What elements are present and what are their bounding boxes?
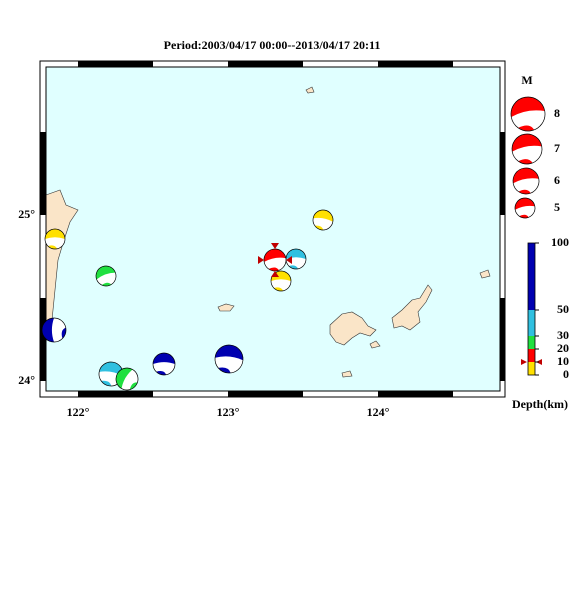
ball-edge — [115, 367, 139, 391]
ball-edge — [263, 248, 287, 272]
ball-lobe — [42, 318, 66, 342]
depth-tick-label: 100 — [551, 235, 569, 249]
ball-edge — [152, 352, 176, 376]
ball-edge — [41, 317, 67, 343]
ball-lobe — [513, 168, 539, 194]
legend-label: 8 — [554, 106, 560, 120]
lon-label: 124° — [367, 405, 390, 419]
ball-lobe — [45, 229, 65, 249]
lon-label: 122° — [67, 405, 90, 419]
depth-tick-label: 20 — [557, 341, 569, 355]
focal-mechanism — [510, 96, 546, 132]
ball-lobe — [215, 345, 243, 373]
ball-lobe — [116, 368, 138, 390]
frame-bars — [40, 61, 505, 397]
ball-edge — [214, 344, 244, 374]
legend-label: 5 — [554, 200, 560, 214]
lon-label: 123° — [217, 405, 240, 419]
legend-label: 7 — [554, 141, 560, 155]
focal-mechanism — [263, 248, 287, 272]
mechanisms — [41, 96, 546, 391]
ball-edge — [44, 228, 66, 250]
sea — [46, 67, 500, 391]
focal-mechanism — [95, 265, 117, 287]
focal-mechanism — [312, 209, 334, 231]
focal-mechanism — [511, 133, 543, 165]
focal-mechanism — [152, 352, 176, 376]
ball-lobe — [313, 210, 333, 230]
focal-mechanism — [44, 228, 66, 250]
ball-edge — [95, 265, 117, 287]
depth-tick-label: 50 — [557, 302, 569, 316]
ball-edge — [511, 133, 543, 165]
ball-lobe — [153, 353, 175, 375]
focal-mechanism — [41, 317, 67, 343]
lat-label: 25° — [18, 207, 35, 221]
focal-mechanism — [115, 367, 139, 391]
ball-edge — [312, 209, 334, 231]
ball-edge — [512, 167, 540, 195]
ball-lobe — [99, 362, 123, 386]
focal-mechanism — [512, 167, 540, 195]
ball-edge — [514, 197, 536, 219]
ball-edge — [510, 96, 546, 132]
focal-mechanism — [514, 197, 536, 219]
focal-mechanism — [214, 344, 244, 374]
ball-lobe — [286, 249, 306, 269]
depth-label: Depth(km) — [512, 397, 568, 411]
lat-label: 24° — [18, 373, 35, 387]
depth-tick-label: 30 — [557, 328, 569, 342]
depth-tick-label: 10 — [557, 354, 569, 368]
title: Period:2003/04/17 00:00--2013/04/17 20:1… — [164, 38, 381, 52]
ball-lobe — [264, 249, 286, 271]
legend-label: 6 — [554, 173, 560, 187]
ball-edge — [270, 270, 292, 292]
land — [45, 86, 491, 378]
ball-lobe — [511, 97, 545, 131]
ball-lobe — [96, 266, 116, 286]
legend-title: M — [521, 73, 532, 87]
depth-tick-label: 0 — [563, 367, 569, 381]
ball-lobe — [512, 134, 542, 164]
ball-lobe — [515, 198, 535, 218]
depth-bar — [521, 242, 542, 376]
